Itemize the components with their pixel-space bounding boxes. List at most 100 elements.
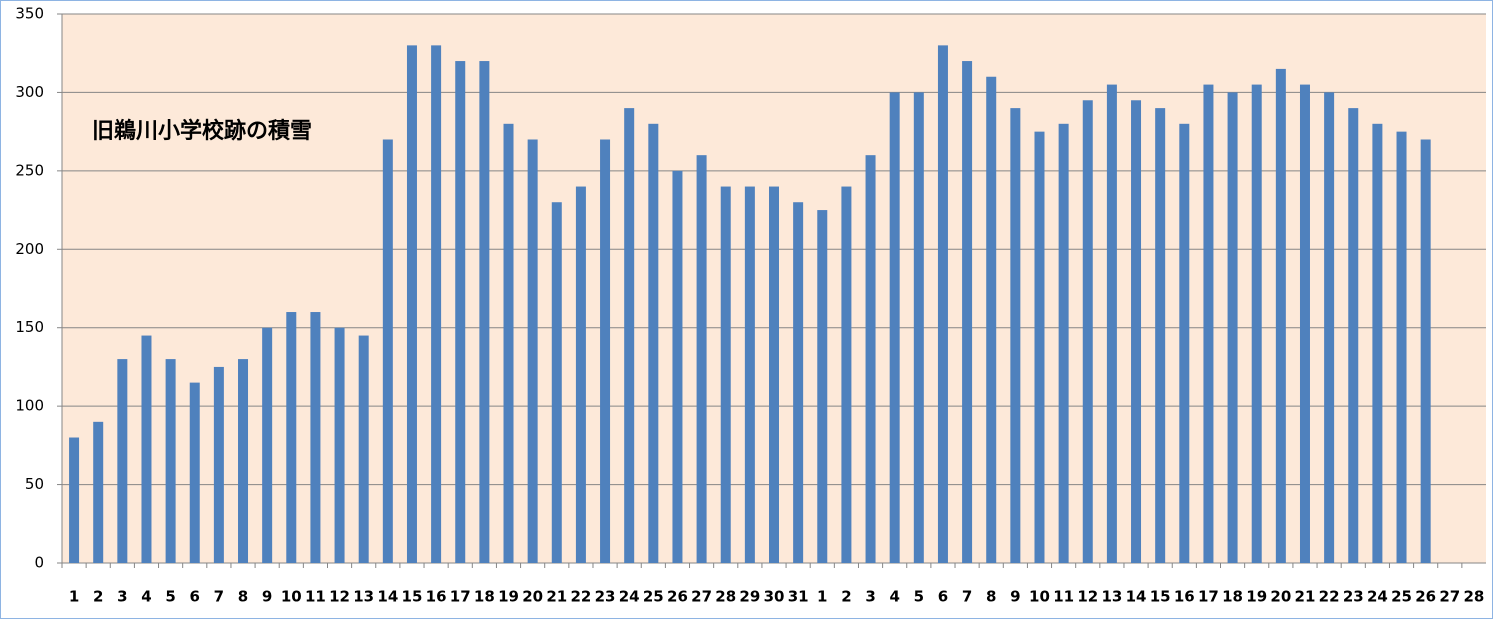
x-tick-label: 22 [570,588,591,606]
x-tick-label: 18 [1222,588,1243,606]
bar [141,335,152,563]
x-tick-label: 8 [986,588,996,606]
x-tick-label: 11 [305,588,326,606]
y-tick-label: 100 [15,397,44,415]
bar [1299,84,1310,563]
bar [382,139,393,563]
bar [406,45,417,563]
x-tick-label: 9 [262,588,272,606]
bar [937,45,948,563]
bar [793,202,804,563]
bar [889,92,900,563]
x-tick-label: 25 [1391,588,1412,606]
bar [310,312,321,563]
bar [1324,92,1335,563]
bar [1348,108,1359,563]
x-tick-label: 27 [1439,588,1460,606]
x-tick-label: 10 [281,588,302,606]
bar [455,61,466,564]
bar [1131,100,1142,564]
bar [69,437,80,563]
bar [1372,123,1383,564]
x-tick-label: 21 [546,588,567,606]
y-tick-label: 350 [15,5,44,23]
x-tick-label: 24 [1367,588,1388,606]
bar [962,61,973,564]
x-tick-label: 13 [353,588,374,606]
bar [841,186,852,564]
bar [213,366,224,563]
bar [1420,139,1431,563]
x-tick-label: 23 [1343,588,1364,606]
x-tick-label: 30 [764,588,785,606]
x-tick-label: 7 [962,588,972,606]
x-tick-label: 26 [1415,588,1436,606]
bar [1179,123,1190,564]
bar [189,382,200,563]
x-tick-label: 4 [889,588,899,606]
bar [1275,68,1286,564]
bar [720,186,731,564]
x-tick-label: 26 [667,588,688,606]
bar [1396,131,1407,563]
y-tick-label: 150 [15,318,44,336]
bar [431,45,442,563]
bar [817,210,828,564]
y-tick-label: 300 [15,83,44,101]
bar [865,155,876,563]
x-tick-label: 28 [1463,588,1484,606]
x-tick-label: 5 [914,588,924,606]
x-tick-label: 23 [595,588,616,606]
bar [479,61,490,564]
x-tick-label: 25 [643,588,664,606]
bar [1251,84,1262,563]
chart-title: 旧鵜川小学校跡の積雪 [92,118,312,144]
x-tick-label: 27 [691,588,712,606]
bar [238,359,249,563]
bar [1227,92,1238,563]
x-tick-label: 18 [474,588,495,606]
x-tick-label: 19 [1246,588,1267,606]
bar [600,139,611,563]
x-tick-label: 20 [522,588,543,606]
y-tick-label: 50 [25,475,44,493]
bar [527,139,538,563]
y-tick-label: 200 [15,240,44,258]
x-tick-label: 1 [69,588,79,606]
bar [744,186,755,564]
bar [986,76,997,563]
x-tick-label: 21 [1295,588,1316,606]
bar [648,123,659,564]
x-tick-label: 17 [450,588,471,606]
bar [262,327,273,563]
bar [551,202,562,563]
x-tick-label: 8 [238,588,248,606]
x-tick-label: 19 [498,588,519,606]
x-tick-label: 31 [788,588,809,606]
x-tick-label: 6 [938,588,948,606]
x-tick-label: 5 [165,588,175,606]
bar [117,359,128,563]
x-tick-label: 2 [93,588,103,606]
x-tick-label: 14 [377,588,398,606]
bar [1082,100,1093,564]
x-tick-label: 13 [1101,588,1122,606]
x-tick-label: 29 [739,588,760,606]
x-tick-label: 28 [715,588,736,606]
bar [696,155,707,563]
y-tick-label: 0 [34,554,44,572]
x-tick-label: 3 [865,588,875,606]
x-tick-label: 9 [1010,588,1020,606]
x-tick-label: 12 [329,588,350,606]
bar [1034,131,1045,563]
x-tick-label: 6 [190,588,200,606]
bar [1106,84,1117,563]
x-tick-label: 12 [1077,588,1098,606]
bar [334,327,345,563]
bar [624,108,635,563]
x-tick-label: 22 [1319,588,1340,606]
bar [286,312,297,563]
